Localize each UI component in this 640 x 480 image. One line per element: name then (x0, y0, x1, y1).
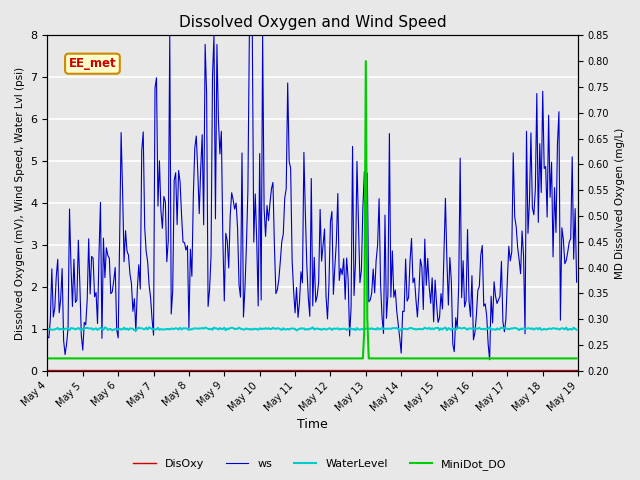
Title: Dissolved Oxygen and Wind Speed: Dissolved Oxygen and Wind Speed (179, 15, 447, 30)
Text: EE_met: EE_met (68, 57, 116, 70)
X-axis label: Time: Time (298, 419, 328, 432)
Legend: DisOxy, ws, WaterLevel, MiniDot_DO: DisOxy, ws, WaterLevel, MiniDot_DO (129, 455, 511, 474)
Y-axis label: Dissolved Oxygen (mV), Wind Speed, Water Lvl (psi): Dissolved Oxygen (mV), Wind Speed, Water… (15, 67, 25, 340)
Y-axis label: MD Dissolved Oxygen (mg/L): MD Dissolved Oxygen (mg/L) (615, 127, 625, 279)
